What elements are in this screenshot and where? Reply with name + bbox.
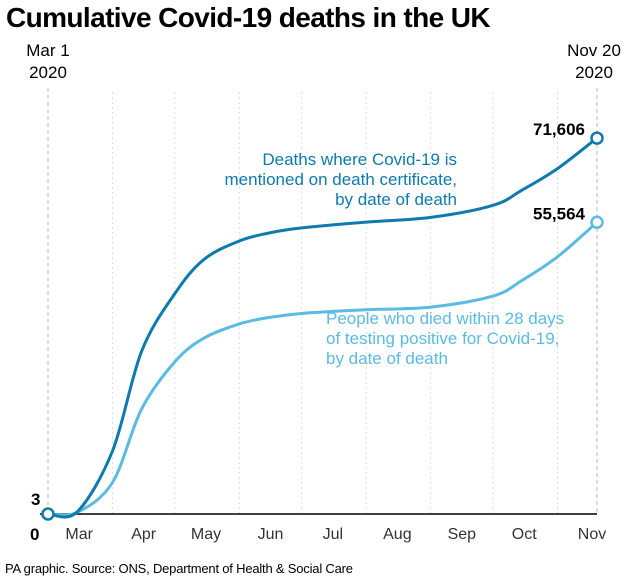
x-tick-label: Sep [448,526,477,543]
chart-title: Cumulative Covid-19 deaths in the UK [6,2,491,33]
start-date-month: Mar 1 [26,41,70,60]
start-date-label: Mar 1 2020 [24,40,72,84]
series-positive-test-label: People who died within 28 days [326,309,564,328]
series-positive-test-label: of testing positive for Covid-19, [326,329,559,348]
y-tick-label-zero: 0 [30,525,39,544]
series-death-certificate-label: by date of death [335,190,457,209]
x-tick-label: Aug [383,526,411,543]
series-death-certificate-end-value: 71,606 [533,120,585,139]
x-tick-label: Jul [323,526,343,543]
start-value-label: 3 [31,490,40,509]
series-death-certificate-line [46,136,599,519]
end-date-month: Nov 20 [567,41,621,60]
x-tick-label: Oct [512,526,537,543]
series-death-certificate-label: mentioned on death certificate, [225,170,457,189]
x-tick-label: Mar [65,526,93,543]
series-positive-test-end-value: 55,564 [533,204,586,223]
end-date-label: Nov 20 2020 [562,40,626,84]
series-death-certificate-end-marker [590,131,604,145]
series-positive-test-line [46,220,599,517]
x-tick-label: Jun [258,526,284,543]
x-tick-label: Apr [131,526,157,543]
start-date-year: 2020 [29,63,67,82]
series-positive-test-end-marker [590,215,604,230]
series-positive-test-label: by date of death [326,349,448,368]
series-death-certificate-label: Deaths where Covid-19 is [262,150,457,169]
start-point-marker [41,507,55,521]
source-note: PA graphic. Source: ONS, Department of H… [5,561,353,576]
x-tick-label: May [191,526,221,543]
x-tick-label: Nov [578,526,606,543]
end-date-year: 2020 [575,63,613,82]
